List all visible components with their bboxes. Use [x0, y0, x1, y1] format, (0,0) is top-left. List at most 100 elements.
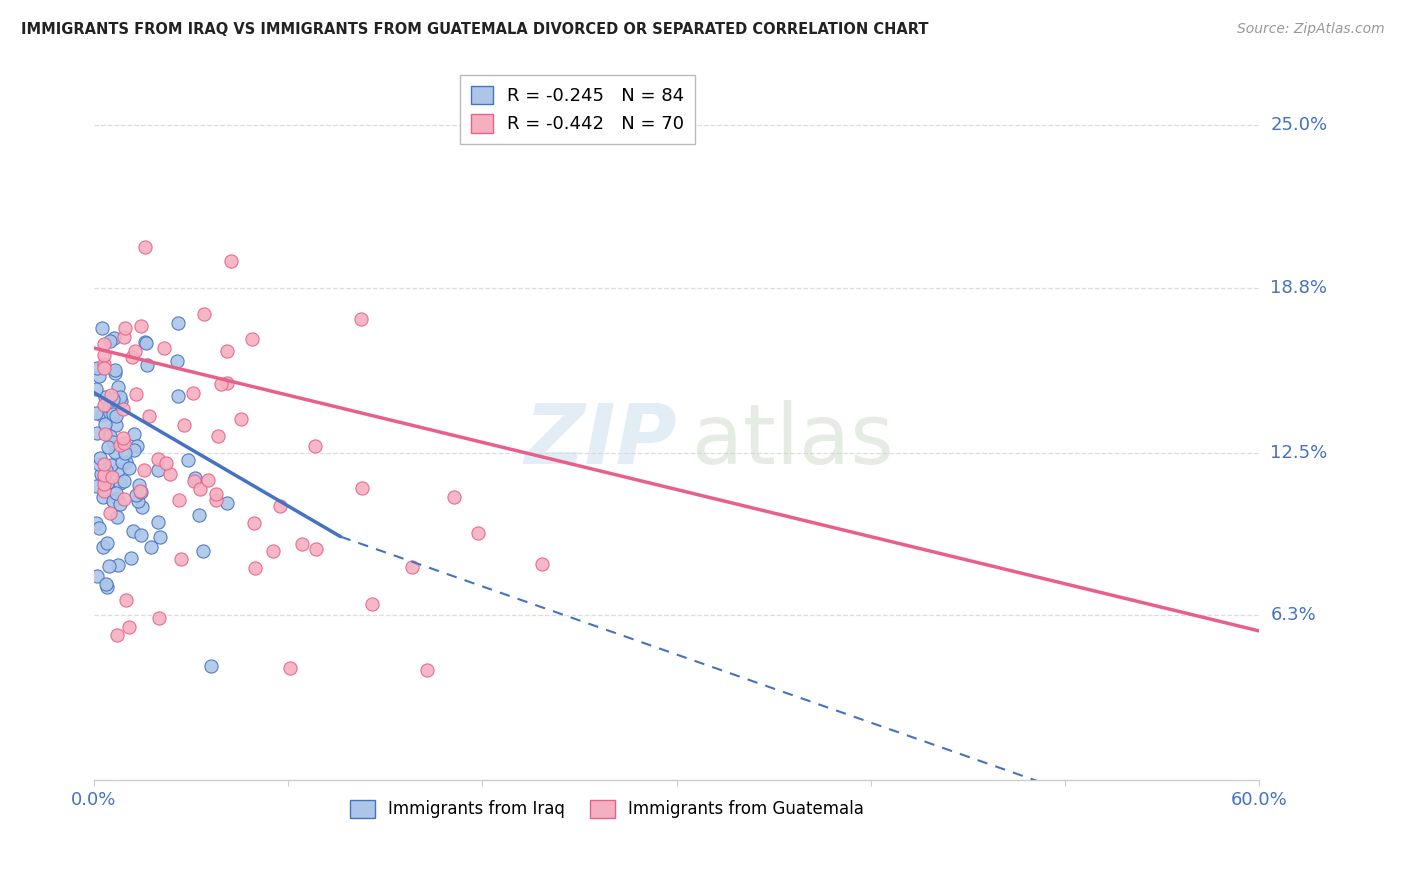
Point	[107, 463, 129, 477]
Point	[128, 484, 150, 499]
Point	[91, 408, 114, 422]
Point	[108, 496, 131, 510]
Text: 18.8%: 18.8%	[1271, 279, 1327, 297]
Point	[134, 239, 156, 253]
Point	[110, 394, 132, 409]
Point	[104, 445, 127, 459]
Point	[100, 470, 122, 484]
Point	[108, 475, 131, 490]
Point	[105, 409, 128, 424]
Point	[181, 385, 204, 400]
Point	[304, 439, 326, 453]
Point	[104, 366, 127, 380]
Text: IMMIGRANTS FROM IRAQ VS IMMIGRANTS FROM GUATEMALA DIVORCED OR SEPARATED CORRELAT: IMMIGRANTS FROM IRAQ VS IMMIGRANTS FROM …	[21, 22, 928, 37]
Point	[188, 482, 211, 496]
Point	[98, 429, 121, 443]
Point	[100, 388, 122, 402]
Point	[167, 389, 190, 403]
Text: Source: ZipAtlas.com: Source: ZipAtlas.com	[1237, 22, 1385, 37]
Point	[114, 446, 136, 460]
Point	[262, 544, 284, 558]
Point	[118, 461, 141, 475]
Point	[87, 521, 110, 535]
Point	[94, 427, 117, 442]
Point	[191, 544, 214, 558]
Point	[98, 399, 121, 413]
Point	[240, 332, 263, 346]
Point	[146, 462, 169, 476]
Point	[98, 334, 121, 348]
Point	[103, 331, 125, 345]
Point	[207, 428, 229, 442]
Point	[87, 369, 110, 384]
Point	[138, 409, 160, 423]
Point	[107, 558, 129, 572]
Point	[84, 406, 107, 420]
Point	[159, 467, 181, 481]
Point	[149, 530, 172, 544]
Point	[86, 569, 108, 583]
Point	[96, 475, 118, 490]
Point	[291, 537, 314, 551]
Point	[184, 471, 207, 485]
Point	[103, 435, 125, 450]
Point	[531, 557, 554, 571]
Point	[229, 412, 252, 426]
Point	[97, 440, 120, 454]
Point	[217, 495, 239, 509]
Point	[100, 458, 122, 473]
Point	[155, 456, 177, 470]
Point	[243, 561, 266, 575]
Point	[166, 354, 188, 368]
Point	[167, 492, 190, 507]
Point	[215, 343, 238, 358]
Point	[94, 463, 117, 477]
Point	[101, 396, 124, 410]
Point	[467, 526, 489, 541]
Point	[94, 417, 117, 431]
Point	[135, 358, 157, 372]
Point	[361, 597, 384, 611]
Point	[101, 494, 124, 508]
Point	[97, 559, 120, 574]
Point	[90, 467, 112, 481]
Point	[98, 406, 121, 420]
Point	[105, 510, 128, 524]
Point	[204, 493, 226, 508]
Point	[148, 611, 170, 625]
Point	[209, 377, 232, 392]
Point	[350, 312, 373, 326]
Point	[94, 390, 117, 404]
Point	[98, 506, 121, 520]
Point	[127, 494, 149, 508]
Point	[107, 380, 129, 394]
Point	[93, 357, 115, 371]
Point	[183, 474, 205, 488]
Point	[91, 321, 114, 335]
Point	[86, 361, 108, 376]
Point	[93, 476, 115, 491]
Point	[122, 427, 145, 442]
Point	[104, 395, 127, 409]
Point	[108, 390, 131, 404]
Text: 12.5%: 12.5%	[1271, 444, 1327, 462]
Point	[176, 452, 198, 467]
Point	[105, 491, 128, 505]
Point	[215, 376, 238, 390]
Point	[84, 516, 107, 530]
Point	[112, 435, 135, 450]
Point	[278, 660, 301, 674]
Point	[91, 490, 114, 504]
Point	[105, 628, 128, 642]
Point	[443, 490, 465, 504]
Point	[269, 500, 291, 514]
Point	[93, 484, 115, 499]
Point	[131, 319, 153, 334]
Point	[166, 316, 188, 330]
Text: ZIP: ZIP	[524, 401, 678, 482]
Point	[129, 528, 152, 542]
Text: 6.3%: 6.3%	[1271, 607, 1316, 624]
Point	[200, 658, 222, 673]
Point	[193, 307, 215, 321]
Point	[111, 401, 134, 416]
